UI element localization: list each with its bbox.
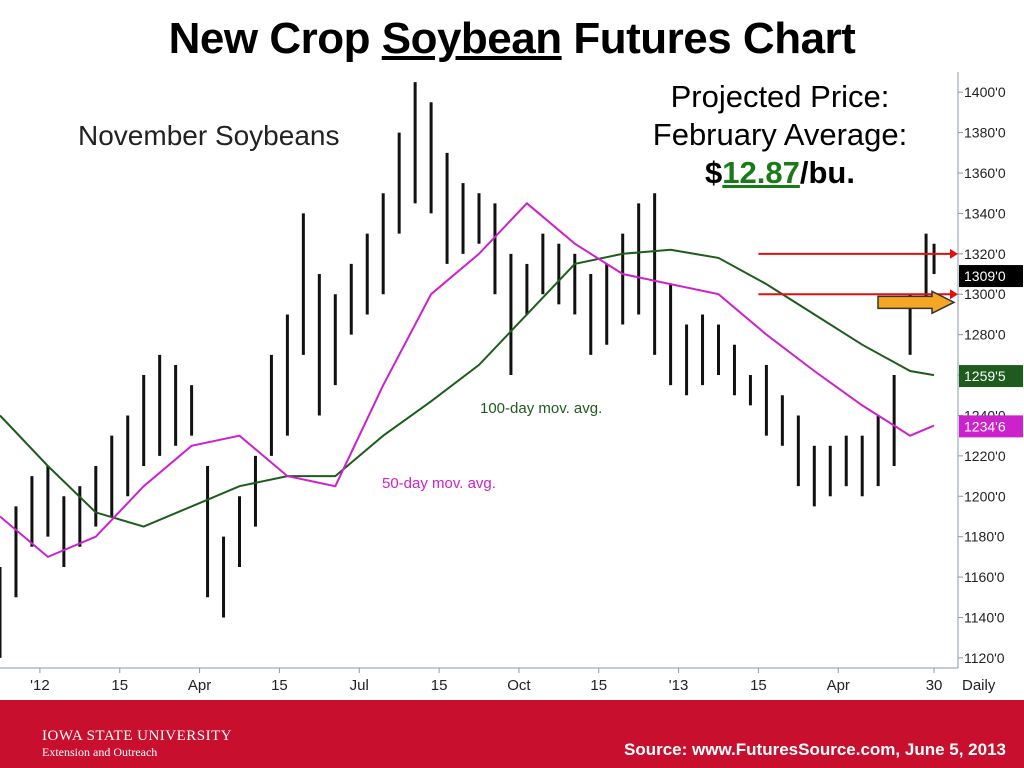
- price-label: 1309'0: [964, 268, 1006, 284]
- price-label-box: [959, 415, 1023, 438]
- x-tick-label: 15: [431, 677, 448, 694]
- level-arrow-icon: [950, 289, 958, 300]
- projected-unit: /bu.: [799, 155, 855, 190]
- x-tick-label: Apr: [188, 677, 211, 694]
- x-tick-label: '13: [669, 677, 689, 694]
- chart-container: November Soybeans 1120'0 1140'0 1160'0 1180…: [0, 72, 1024, 700]
- x-tick-label: 15: [750, 677, 767, 694]
- price-label: 1234'6: [964, 418, 1006, 434]
- y-tick-label: 1340'0: [964, 205, 1006, 221]
- x-tick-label: '12: [30, 677, 50, 694]
- y-tick-label: 1120'0: [964, 650, 1005, 666]
- y-tick-label: 1200'0: [964, 488, 1006, 504]
- y-tick-label: 1160'0: [964, 569, 1005, 585]
- price-bars: [0, 82, 936, 658]
- projection-arrow-icon: [877, 290, 956, 315]
- series-label-100day: 100-day mov. avg.: [480, 400, 602, 417]
- slide-title-part1: New Crop: [168, 14, 382, 63]
- y-tick-label: 1180'0: [964, 529, 1005, 545]
- price-labels: 1309'0 1259'5 1234'6: [959, 265, 1023, 438]
- ma100-line: [0, 248, 935, 528]
- series-label-50day: 50-day mov. avg.: [382, 475, 496, 492]
- slide-title-part3: Futures Chart: [561, 14, 856, 63]
- slide-title: New Crop Soybean Futures Chart: [0, 14, 1024, 64]
- futures-chart: November Soybeans 1120'0 1140'0 1160'0 1180…: [0, 72, 1023, 694]
- chart-title: November Soybeans: [78, 120, 339, 151]
- slide-title-part2: Soybean: [381, 14, 562, 63]
- y-tick-label: 1320'0: [964, 246, 1006, 262]
- arrow-shape: [877, 290, 956, 315]
- y-tick-label: 1280'0: [964, 327, 1006, 343]
- projected-line1: Projected Price:: [670, 79, 890, 114]
- projected-dollar: $: [705, 155, 723, 190]
- y-tick-label: 1400'0: [964, 84, 1006, 100]
- x-tick-label: Jul: [350, 677, 369, 694]
- x-tick-label: 15: [590, 677, 607, 694]
- x-tick-label: Oct: [507, 677, 531, 694]
- y-tick-label: 1220'0: [964, 448, 1006, 464]
- projected-line2: February Average:: [652, 117, 908, 152]
- price-levels: [758, 248, 958, 300]
- x-tick-label: Apr: [827, 677, 850, 694]
- x-tick-label: 30: [926, 677, 943, 694]
- level-arrow-icon: [950, 248, 958, 259]
- projected-price-annotation: Projected Price: February Average: $12.8…: [620, 78, 940, 192]
- x-tick-label: 15: [271, 677, 288, 694]
- university-name: IOWA STATE UNIVERSITY: [42, 728, 233, 744]
- extension-name: Extension and Outreach: [42, 745, 158, 759]
- footer-bar: IOWA STATE UNIVERSITY Extension and Outr…: [0, 700, 1024, 768]
- price-label-box: [959, 265, 1023, 288]
- x-tick-label: 15: [111, 677, 128, 694]
- university-logo: IOWA STATE UNIVERSITY Extension and Outr…: [42, 728, 232, 760]
- price-label: 1259'5: [964, 368, 1006, 384]
- x-axis-ticks: '12 15 Apr 15 Jul 15 Oct 15 '13 15 Apr 30: [30, 668, 942, 694]
- interval-label: Daily: [962, 677, 996, 694]
- moving-averages: [0, 201, 935, 559]
- source-text: Source: www.FuturesSource.com, June 5, 2…: [624, 740, 1006, 759]
- ma50-line: [0, 201, 935, 559]
- projected-line3: $12.87/bu.: [620, 154, 940, 192]
- y-tick-label: 1140'0: [964, 609, 1005, 625]
- y-tick-label: 1300'0: [964, 286, 1006, 302]
- y-tick-label: 1360'0: [964, 165, 1006, 181]
- y-tick-label: 1380'0: [964, 125, 1006, 141]
- price-label-box: [959, 365, 1023, 388]
- projected-price-value: 12.87: [722, 155, 800, 190]
